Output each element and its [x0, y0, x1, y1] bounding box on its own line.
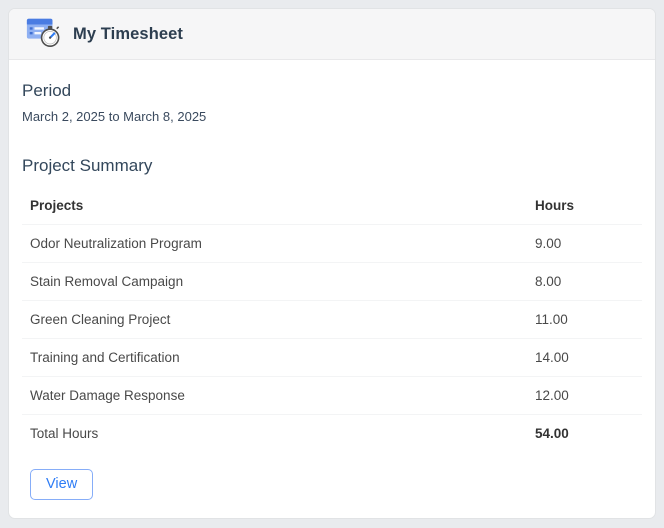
project-name: Odor Neutralization Program: [22, 224, 527, 263]
total-label: Total Hours: [22, 414, 527, 452]
project-name: Stain Removal Campaign: [22, 262, 527, 301]
project-hours: 14.00: [527, 338, 642, 377]
view-button[interactable]: View: [30, 469, 94, 500]
timesheet-card: My Timesheet Period March 2, 2025 to Mar…: [8, 8, 656, 519]
project-hours: 8.00: [527, 262, 642, 301]
table-row: Green Cleaning Project 11.00: [22, 300, 642, 339]
period-value: March 2, 2025 to March 8, 2025: [22, 109, 207, 124]
project-hours: 11.00: [527, 300, 642, 339]
card-body: Period March 2, 2025 to March 8, 2025 Pr…: [9, 60, 655, 516]
project-name: Training and Certification: [22, 338, 527, 377]
total-hours: 54.00: [527, 414, 642, 452]
table-row: Odor Neutralization Program 9.00: [22, 224, 642, 263]
timesheet-icon: [25, 14, 61, 55]
column-header-projects: Projects: [22, 187, 527, 225]
total-row: Total Hours 54.00: [22, 414, 642, 452]
column-header-hours: Hours: [527, 187, 642, 225]
project-summary-heading: Project Summary: [22, 156, 153, 175]
project-name: Green Cleaning Project: [22, 300, 527, 339]
table-row: Water Damage Response 12.00: [22, 376, 642, 415]
card-header: My Timesheet: [9, 9, 655, 60]
project-hours: 9.00: [527, 224, 642, 263]
page-title: My Timesheet: [73, 24, 184, 43]
project-summary-table: Projects Hours Odor Neutralization Progr…: [22, 187, 642, 452]
period-heading: Period: [22, 81, 72, 100]
table-row: Training and Certification 14.00: [22, 338, 642, 377]
table-row: Stain Removal Campaign 8.00: [22, 262, 642, 301]
table-header-row: Projects Hours: [22, 187, 642, 225]
project-name: Water Damage Response: [22, 376, 527, 415]
project-hours: 12.00: [527, 376, 642, 415]
